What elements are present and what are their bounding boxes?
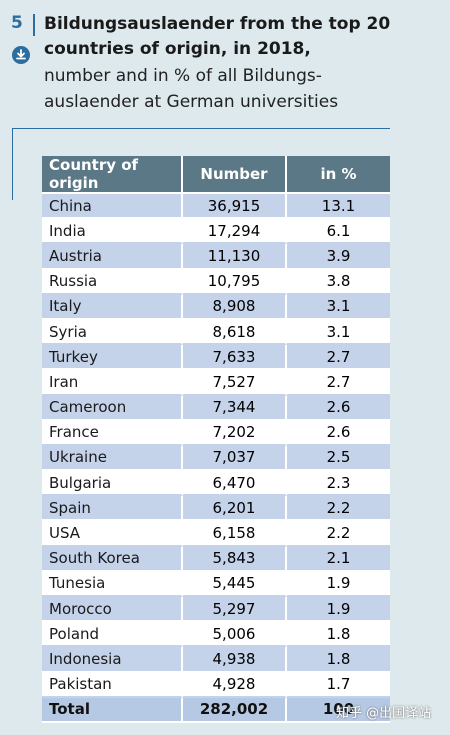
figure-title-line-1: Bildungsauslaender from the top 20 xyxy=(44,14,391,34)
cell-percent: 3.8 xyxy=(287,269,390,295)
cell-country: Morocco xyxy=(42,597,183,623)
table-row: Spain 6,201 2.2 xyxy=(42,496,390,522)
table-row: Austria 11,130 3.9 xyxy=(42,244,390,270)
cell-number: 7,633 xyxy=(183,345,287,371)
table-row: Cameroon 7,344 2.6 xyxy=(42,395,390,421)
cell-country: Italy xyxy=(42,294,183,320)
cell-country: Poland xyxy=(42,622,183,648)
cell-country: USA xyxy=(42,521,183,547)
cell-percent: 2.7 xyxy=(287,370,390,396)
cell-number: 5,297 xyxy=(183,597,287,623)
total-label: Total xyxy=(42,697,183,723)
cell-country: Turkey xyxy=(42,345,183,371)
cell-country: Tunesia xyxy=(42,571,183,597)
cell-percent: 3.9 xyxy=(287,244,390,270)
watermark: 知乎 @出国译站 xyxy=(336,706,432,721)
table-row: China 36,915 13.1 xyxy=(42,194,390,220)
cell-percent: 2.7 xyxy=(287,345,390,371)
figure-subtitle-line-1: number and in % of all Bildungs- xyxy=(44,66,322,86)
cell-number: 6,470 xyxy=(183,471,287,497)
cell-percent: 1.9 xyxy=(287,571,390,597)
cell-country: South Korea xyxy=(42,546,183,572)
table-total-row: Total 282,002 100 xyxy=(42,697,390,723)
cell-country: Syria xyxy=(42,319,183,346)
cell-percent: 2.6 xyxy=(287,395,390,421)
table-row: South Korea 5,843 2.1 xyxy=(42,546,390,572)
table-row: USA 6,158 2.2 xyxy=(42,521,390,547)
figure-title-line-2: countries of origin, in 2018, xyxy=(44,39,311,59)
cell-number: 7,344 xyxy=(183,395,287,421)
cell-percent: 3.1 xyxy=(287,319,390,346)
column-header-country: Country of origin xyxy=(42,156,183,194)
table-row: Syria 8,618 3.1 xyxy=(42,319,390,346)
table-row: Pakistan 4,928 1.7 xyxy=(42,672,390,698)
cell-percent: 2.6 xyxy=(287,420,390,446)
table-row: France 7,202 2.6 xyxy=(42,420,390,446)
data-table: Country of origin Number in % China 36,91… xyxy=(42,156,390,723)
total-percent: 100 xyxy=(287,697,390,723)
cell-country: Pakistan xyxy=(42,672,183,698)
cell-number: 8,618 xyxy=(183,319,287,346)
cell-country: Iran xyxy=(42,370,183,396)
accent-line-vertical xyxy=(12,128,13,200)
figure-number-divider xyxy=(33,14,35,36)
cell-country: Russia xyxy=(42,269,183,295)
cell-country: Ukraine xyxy=(42,445,183,472)
column-header-percent: in % xyxy=(287,156,390,194)
cell-percent: 1.9 xyxy=(287,597,390,623)
table-row: Turkey 7,633 2.7 xyxy=(42,345,390,371)
cell-percent: 1.8 xyxy=(287,647,390,673)
cell-number: 17,294 xyxy=(183,219,287,245)
cell-number: 8,908 xyxy=(183,294,287,320)
table-row: Poland 5,006 1.8 xyxy=(42,622,390,648)
cell-number: 6,201 xyxy=(183,496,287,522)
table-row: Morocco 5,297 1.9 xyxy=(42,597,390,623)
cell-percent: 13.1 xyxy=(287,194,390,220)
cell-number: 7,202 xyxy=(183,420,287,446)
cell-percent: 1.7 xyxy=(287,672,390,698)
cell-country: Indonesia xyxy=(42,647,183,673)
table-header-row: Country of origin Number in % xyxy=(42,156,390,194)
accent-line-horizontal xyxy=(12,128,390,129)
figure-subtitle-line-2: auslaender at German universities xyxy=(44,92,339,112)
cell-country: France xyxy=(42,420,183,446)
figure-number: 5 xyxy=(11,13,23,33)
total-number: 282,002 xyxy=(183,697,287,723)
cell-number: 5,006 xyxy=(183,622,287,648)
cell-percent: 2.3 xyxy=(287,471,390,497)
cell-percent: 6.1 xyxy=(287,219,390,245)
cell-percent: 2.2 xyxy=(287,496,390,522)
cell-country: Bulgaria xyxy=(42,471,183,497)
table-row: Italy 8,908 3.1 xyxy=(42,294,390,320)
table-row: Ukraine 7,037 2.5 xyxy=(42,445,390,472)
cell-percent: 2.1 xyxy=(287,546,390,572)
cell-number: 6,158 xyxy=(183,521,287,547)
cell-percent: 3.1 xyxy=(287,294,390,320)
cell-number: 4,928 xyxy=(183,672,287,698)
table-row: Indonesia 4,938 1.8 xyxy=(42,647,390,673)
cell-number: 36,915 xyxy=(183,194,287,220)
table-row: Iran 7,527 2.7 xyxy=(42,370,390,396)
table-row: Tunesia 5,445 1.9 xyxy=(42,571,390,597)
cell-number: 5,445 xyxy=(183,571,287,597)
cell-percent: 2.5 xyxy=(287,445,390,472)
cell-number: 10,795 xyxy=(183,269,287,295)
cell-number: 7,527 xyxy=(183,370,287,396)
cell-country: India xyxy=(42,219,183,245)
cell-country: China xyxy=(42,194,183,220)
cell-percent: 2.2 xyxy=(287,521,390,547)
cell-country: Cameroon xyxy=(42,395,183,421)
cell-number: 4,938 xyxy=(183,647,287,673)
cell-number: 7,037 xyxy=(183,445,287,472)
table-row: Bulgaria 6,470 2.3 xyxy=(42,471,390,497)
cell-country: Spain xyxy=(42,496,183,522)
cell-country: Austria xyxy=(42,244,183,270)
table-row: India 17,294 6.1 xyxy=(42,219,390,245)
table-row: Russia 10,795 3.8 xyxy=(42,269,390,295)
cell-number: 5,843 xyxy=(183,546,287,572)
download-icon[interactable] xyxy=(12,46,30,64)
cell-number: 11,130 xyxy=(183,244,287,270)
cell-percent: 1.8 xyxy=(287,622,390,648)
column-header-number: Number xyxy=(183,156,287,194)
